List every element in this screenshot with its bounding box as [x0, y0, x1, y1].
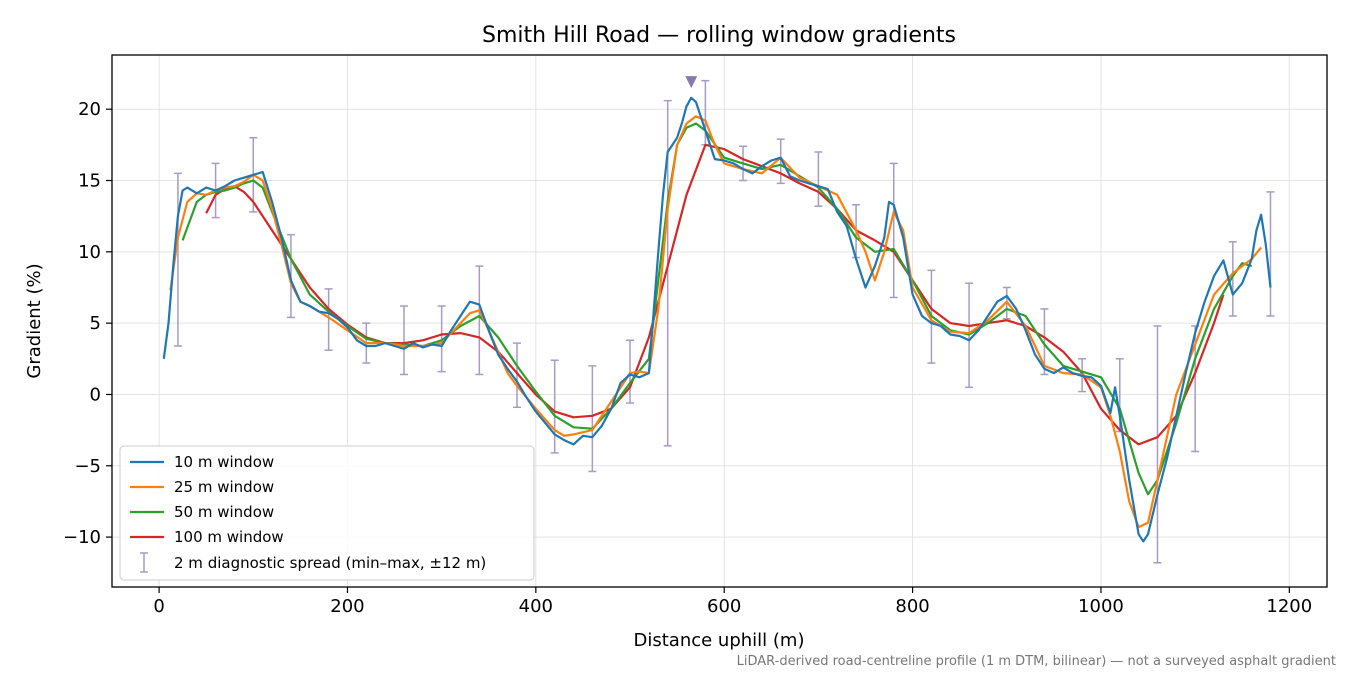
spread-errorbar — [588, 365, 597, 473]
y-tick-label: 20 — [78, 99, 101, 120]
y-tick-label: 0 — [90, 384, 101, 405]
x-tick-label: 400 — [519, 596, 553, 617]
series-line-50-m-window — [181, 122, 1253, 496]
spread-errorbar — [1228, 241, 1237, 317]
grid — [112, 55, 1327, 587]
legend-label-100m: 100 m window — [174, 528, 284, 546]
x-tick-label: 1000 — [1078, 596, 1124, 617]
y-axis-ticks: −10 −5 0 5 10 15 20 — [63, 99, 112, 548]
x-axis-ticks: 0 200 400 600 800 1000 1200 — [153, 587, 1312, 617]
series-lines — [162, 96, 1272, 543]
spread-errorbar — [1153, 325, 1162, 564]
legend-label-spread: 2 m diagnostic spread (min–max, ±12 m) — [174, 554, 486, 572]
legend-label-25m: 25 m window — [174, 478, 274, 496]
spread-errorbar — [550, 359, 559, 454]
x-axis-title: Distance uphill (m) — [634, 630, 805, 651]
series-line-10-m-window — [162, 96, 1272, 543]
y-axis-title: Gradient (%) — [24, 263, 45, 378]
y-tick-label: 5 — [90, 313, 101, 334]
spread-errorbar — [1266, 191, 1275, 317]
chart-title: Smith Hill Road — rolling window gradien… — [482, 23, 956, 48]
x-tick-label: 800 — [895, 596, 929, 617]
y-tick-label: 15 — [78, 171, 101, 192]
spread-errorbar — [437, 305, 446, 373]
spread-errorbar — [173, 172, 182, 347]
y-tick-label: −5 — [74, 456, 101, 477]
spread-errorbar — [776, 138, 785, 185]
footnote: LiDAR-derived road-centreline profile (1… — [737, 654, 1336, 669]
legend-box — [119, 445, 535, 581]
peak-marker-layer — [685, 76, 698, 89]
spread-errorbar — [399, 305, 408, 376]
spread-errorbar — [475, 265, 484, 376]
peak-marker — [685, 76, 698, 89]
legend-swatch-spread — [140, 552, 148, 573]
x-tick-label: 200 — [330, 596, 364, 617]
legend-label-50m: 50 m window — [174, 503, 274, 521]
y-tick-label: 10 — [78, 242, 101, 263]
legend: 10 m window 25 m window 50 m window 100 … — [119, 445, 535, 581]
legend-label-10m: 10 m window — [174, 453, 274, 471]
spread-errorbar — [889, 162, 898, 299]
spread-errorbar — [324, 288, 333, 351]
x-tick-label: 600 — [707, 596, 741, 617]
series-line-100-m-window — [205, 143, 1225, 446]
spread-errorbar — [814, 151, 823, 207]
spread-errorbar — [513, 342, 521, 409]
y-tick-label: −10 — [63, 527, 101, 548]
x-tick-label: 1200 — [1266, 596, 1312, 617]
x-tick-label: 0 — [153, 596, 164, 617]
plot-frame — [111, 54, 1328, 588]
spread-errorbar — [626, 339, 635, 404]
